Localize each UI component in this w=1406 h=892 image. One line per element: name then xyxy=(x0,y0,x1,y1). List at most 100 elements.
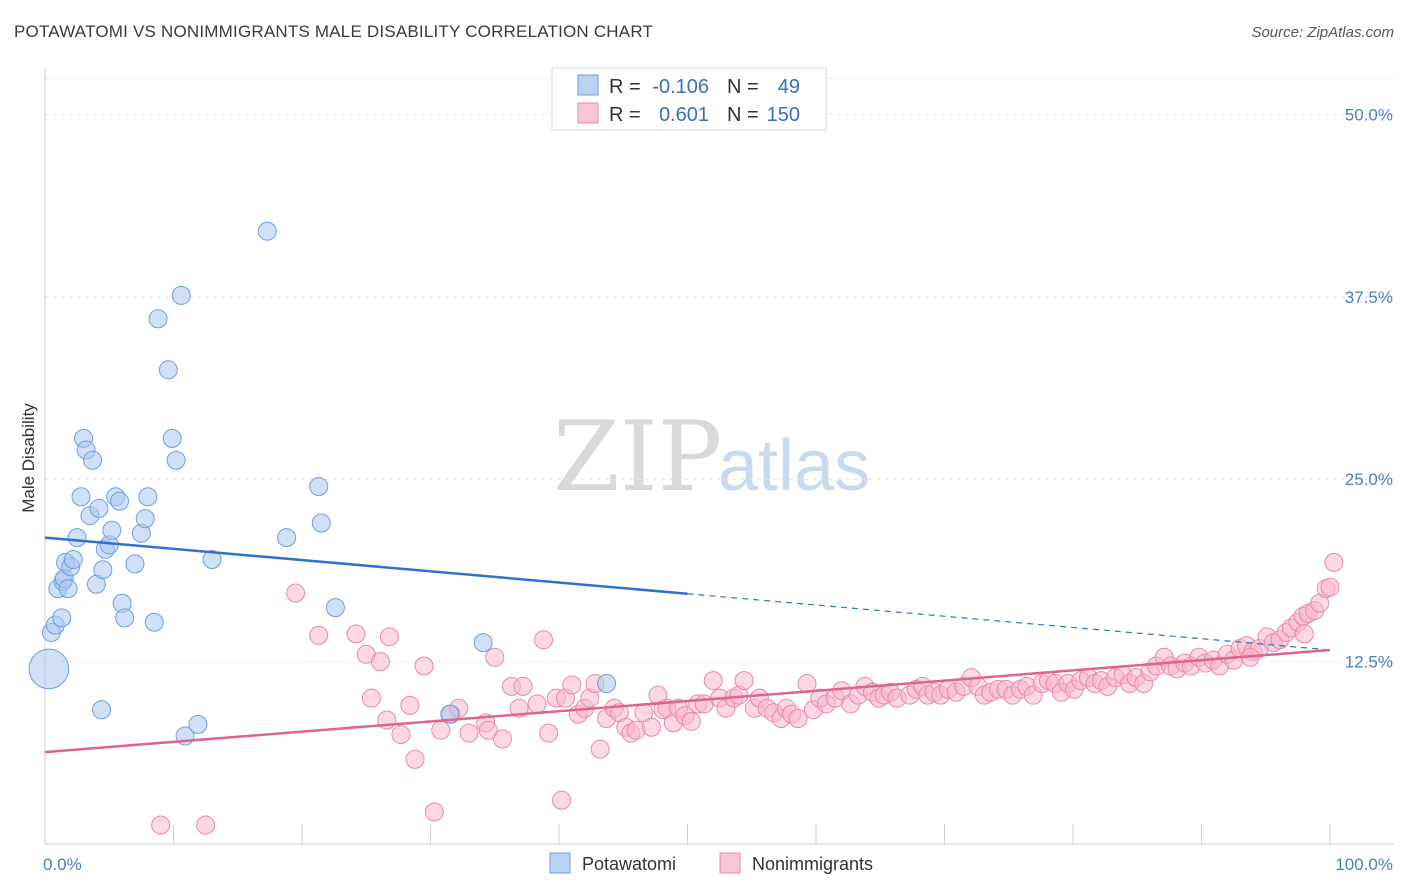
nonimmigrants-point xyxy=(534,630,554,650)
potawatomi-point xyxy=(135,509,155,529)
nonimmigrants-point xyxy=(788,709,808,729)
stats-r-value: 0.601 xyxy=(659,104,709,126)
potawatomi-trend-solid xyxy=(44,536,688,596)
potawatomi-point xyxy=(158,360,178,380)
nonimmigrants-point xyxy=(478,720,498,740)
potawatomi-point xyxy=(89,498,109,518)
nonimmigrants-point xyxy=(405,749,425,769)
nonimmigrants-point xyxy=(424,802,444,822)
potawatomi-point xyxy=(144,612,164,632)
stats-swatch-potawatomi xyxy=(577,74,599,96)
nonimmigrants-point xyxy=(492,729,512,749)
stats-swatch-nonimmigrants xyxy=(577,102,599,124)
source-label: Source: ZipAtlas.com xyxy=(1251,24,1394,41)
nonimmigrants-point xyxy=(1320,577,1340,597)
nonimmigrants-point xyxy=(196,815,216,835)
stats-n-value: 49 xyxy=(778,76,800,98)
nonimmigrants-point xyxy=(527,694,547,714)
nonimmigrants-point xyxy=(346,624,366,644)
nonimmigrants-point xyxy=(286,583,306,603)
potawatomi-point xyxy=(58,579,78,599)
potawatomi-point xyxy=(110,491,130,511)
nonimmigrants-point xyxy=(681,711,701,731)
potawatomi-point xyxy=(166,450,186,470)
gridlines xyxy=(45,77,1394,663)
nonimmigrants-point xyxy=(370,652,390,672)
nonimmigrants-point xyxy=(391,725,411,745)
y-tick-label: 50.0% xyxy=(1345,105,1393,124)
potawatomi-point xyxy=(162,428,182,448)
potawatomi-point xyxy=(125,554,145,574)
stats-n-label: N = xyxy=(727,76,759,98)
nonimmigrants-point xyxy=(626,720,646,740)
watermark-zip: ZIP xyxy=(553,401,722,513)
watermark: ZIP atlas xyxy=(553,401,870,513)
legend-label-potawatomi: Potawatomi xyxy=(582,854,676,874)
stats-row-potawatomi: R = -0.106 N = 49 xyxy=(577,74,800,98)
potawatomi-point xyxy=(83,450,103,470)
tick-labels: 12.5% 25.0% 37.5% 50.0% 0.0% 100.0% xyxy=(43,105,1393,874)
potawatomi-point xyxy=(311,513,331,533)
nonimmigrants-point xyxy=(703,671,723,691)
nonimmigrants-point xyxy=(379,627,399,647)
potawatomi-trend-dashed xyxy=(687,593,1331,651)
stats-n-label: N = xyxy=(727,104,759,126)
trend-lines xyxy=(44,536,1331,754)
x-tick-label-start: 0.0% xyxy=(43,855,82,874)
potawatomi-point xyxy=(277,528,297,548)
potawatomi-point xyxy=(63,549,83,569)
nonimmigrants-point xyxy=(562,675,582,695)
potawatomi-point xyxy=(138,487,158,507)
nonimmigrants-point xyxy=(151,815,171,835)
stats-r-value: -0.106 xyxy=(652,76,709,98)
legend-label-nonimmigrants: Nonimmigrants xyxy=(752,854,873,874)
y-tick-label: 12.5% xyxy=(1345,653,1393,672)
potawatomi-point xyxy=(148,309,168,329)
nonimmigrants-point xyxy=(1324,552,1344,572)
legend: Potawatomi Nonimmigrants xyxy=(549,852,873,874)
potawatomi-point xyxy=(202,549,222,569)
nonimmigrants-point xyxy=(309,625,329,645)
nonimmigrants-point xyxy=(513,676,533,696)
nonimmigrants-point xyxy=(485,647,505,667)
potawatomi-point xyxy=(188,714,208,734)
nonimmigrants-point xyxy=(361,688,381,708)
potawatomi-point xyxy=(325,598,345,618)
nonimmigrants-point xyxy=(431,720,451,740)
watermark-atlas: atlas xyxy=(718,426,870,506)
stats-row-nonimmigrants: R = 0.601 N = 150 xyxy=(577,102,800,126)
legend-swatch-nonimmigrants xyxy=(719,852,741,874)
nonimmigrants-trend-solid xyxy=(44,648,1331,754)
potawatomi-point xyxy=(309,477,329,497)
potawatomi-point xyxy=(115,608,135,628)
nonimmigrants-point xyxy=(642,717,662,737)
potawatomi-point xyxy=(67,528,87,548)
y-tick-label: 37.5% xyxy=(1345,288,1393,307)
potawatomi-point xyxy=(597,674,617,694)
potawatomi-point xyxy=(473,633,493,653)
nonimmigrants-point xyxy=(400,695,420,715)
nonimmigrants-point xyxy=(459,723,479,743)
potawatomi-point xyxy=(28,648,70,690)
x-tick-label-end: 100.0% xyxy=(1335,855,1393,874)
axes xyxy=(44,68,1394,845)
stats-n-value: 150 xyxy=(767,104,800,126)
potawatomi-point xyxy=(102,520,122,540)
nonimmigrants-point xyxy=(552,790,572,810)
y-tick-label: 25.0% xyxy=(1345,470,1393,489)
stats-box: R = -0.106 N = 49 R = 0.601 N = 150 xyxy=(551,67,827,131)
data-points xyxy=(28,221,1344,835)
nonimmigrants-point xyxy=(1294,624,1314,644)
stats-r-label: R = xyxy=(609,104,641,126)
nonimmigrants-point xyxy=(414,656,434,676)
potawatomi-point xyxy=(93,560,113,580)
nonimmigrants-point xyxy=(734,671,754,691)
nonimmigrants-point xyxy=(539,723,559,743)
chart-title: POTAWATOMI VS NONIMMIGRANTS MALE DISABIL… xyxy=(14,22,654,41)
legend-swatch-potawatomi xyxy=(549,852,571,874)
potawatomi-point xyxy=(52,608,72,628)
stats-r-label: R = xyxy=(609,76,641,98)
potawatomi-point xyxy=(257,221,277,241)
y-axis-label: Male Disability xyxy=(19,403,38,513)
potawatomi-point xyxy=(171,285,191,305)
